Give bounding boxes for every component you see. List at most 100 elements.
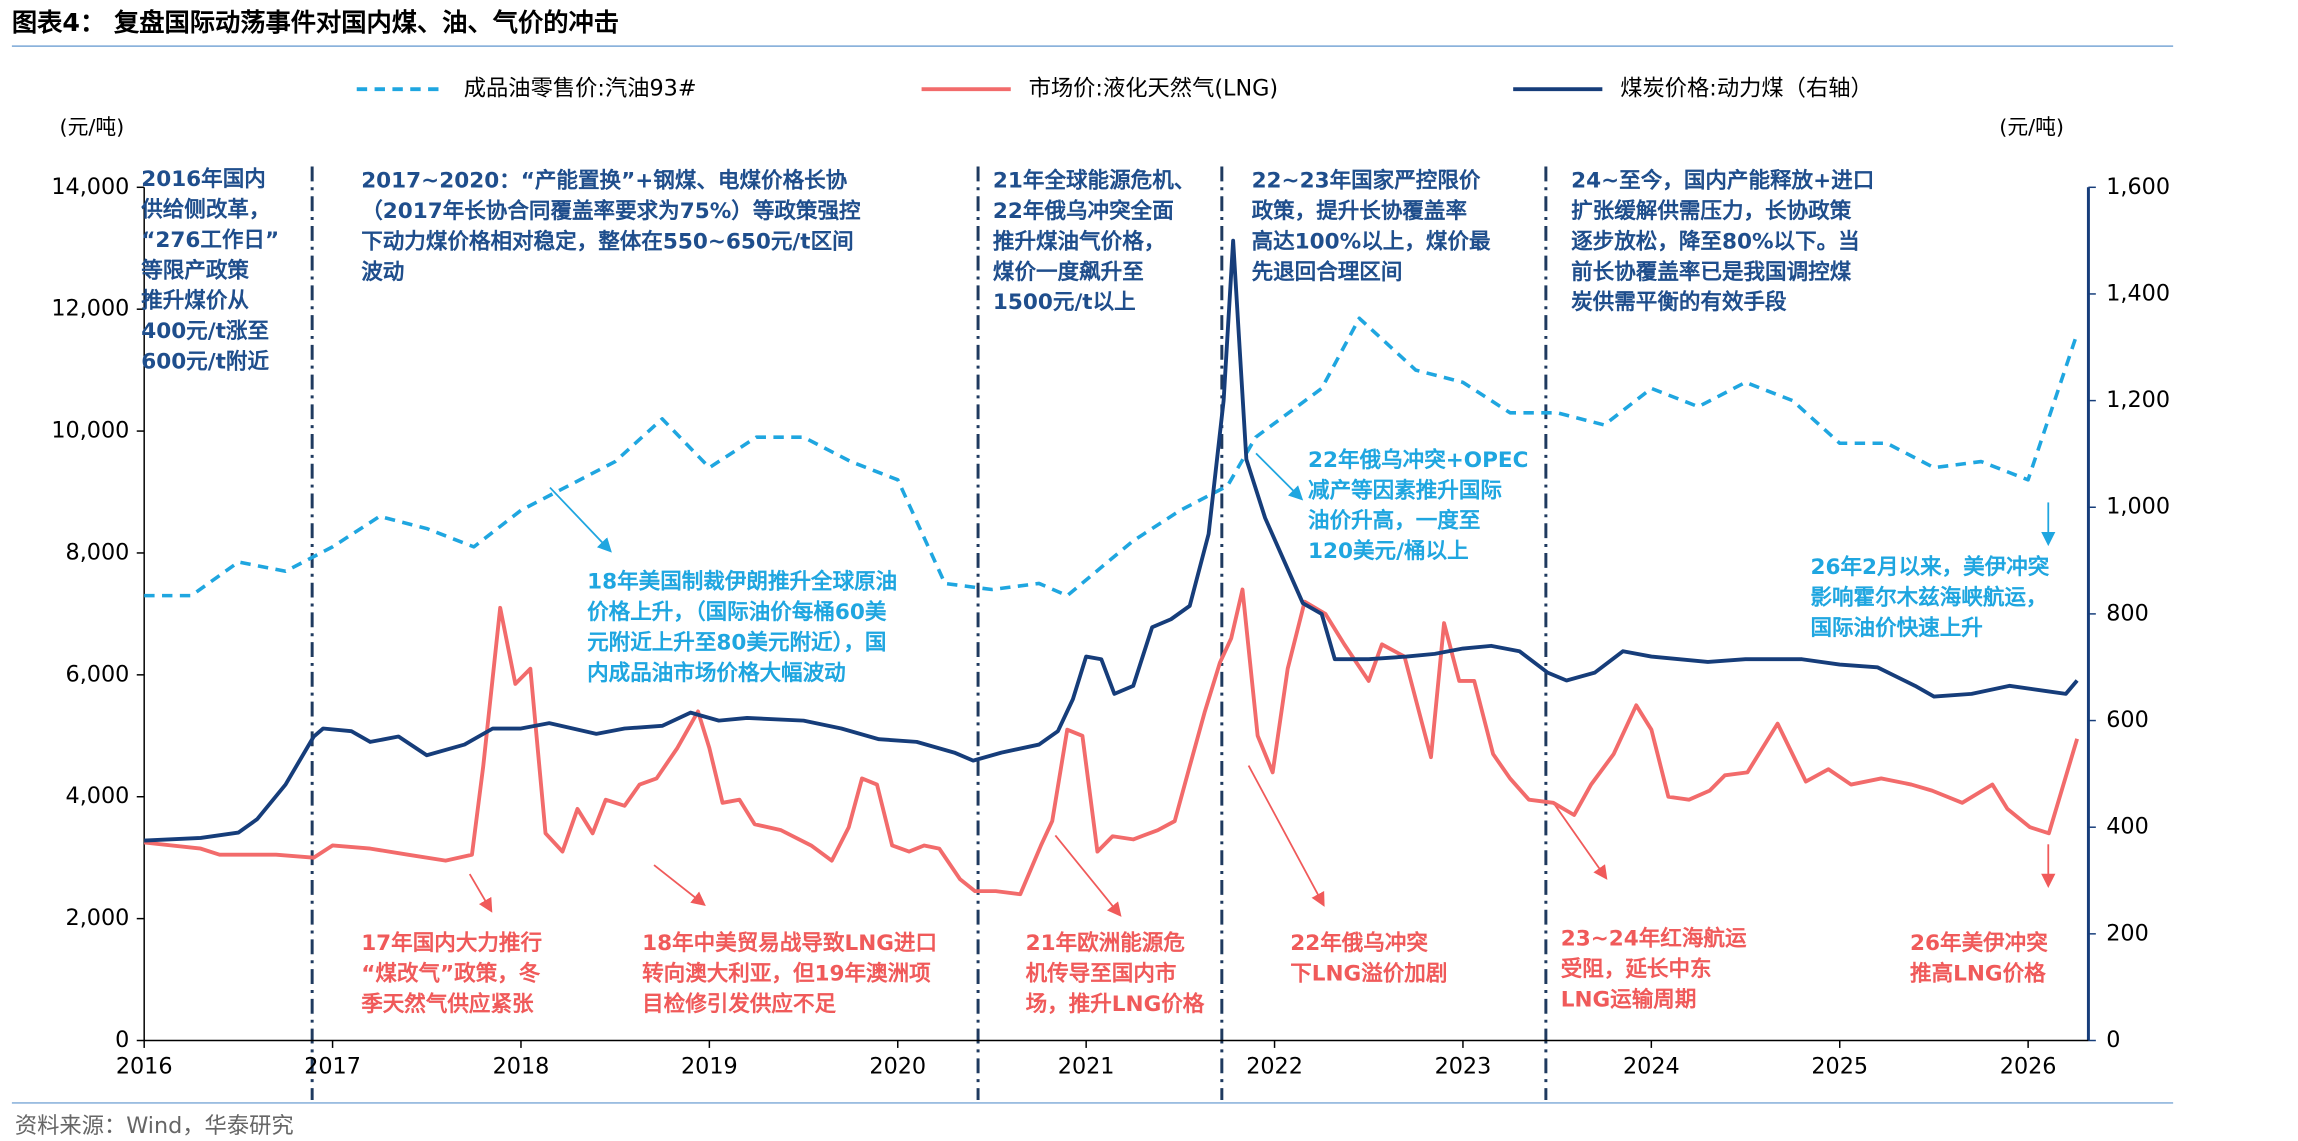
annotation-line: 扩张缓解供需压力，长协政策 [1571,198,1852,224]
legend-label: 市场价:液化天然气(LNG) [1029,76,1279,102]
annotation-line: 场，推升LNG价格 [1026,991,1205,1017]
arrow [549,486,612,553]
annotation-line: 目检修引发供应不足 [642,991,836,1017]
annotation-line: 高达100%以上，煤价最 [1252,228,1491,254]
annotation-line: 推升煤油气价格， [993,228,1165,254]
y2-tick-label: 800 [2106,600,2149,626]
annotation-line: 120美元/桶以上 [1308,538,1469,564]
arrow [468,873,493,913]
series-line [144,316,2079,598]
x-tick-label: 2026 [2000,1054,2057,1080]
annotation-line: 元附近上升至80美元附近），国 [587,630,886,656]
annotation-line: 下动力煤价格相对稳定，整体在550~650元/t区间 [361,228,853,254]
annotation-line: 18年中美贸易战导致LNG进口 [642,930,937,956]
x-tick-label: 2016 [116,1054,173,1080]
x-tick-label: 2019 [681,1054,738,1080]
annotation-line: 2017~2020：“产能置换”+钢煤、电煤价格长协 [361,167,847,193]
annotation-line: 先退回合理区间 [1252,259,1403,285]
annotation-line: 波动 [361,260,404,285]
chart-title: 图表4： 复盘国际动荡事件对国内煤、油、气价的冲击 [12,8,619,37]
y-axis-label: (元/吨) [59,115,124,139]
y2-tick-label: 1,400 [2106,280,2170,306]
x-tick-label: 2021 [1058,1054,1115,1080]
annotation-line: 国际油价快速上升 [1810,615,1982,641]
annotation-line: 21年欧洲能源危 [1026,930,1186,956]
y-tick-label: 6,000 [66,661,130,687]
annotation-line: 18年美国制裁伊朗推升全球原油 [587,569,897,595]
annotation-line: 机传导至国内市 [1026,960,1177,986]
arrow [653,864,706,906]
x-tick-label: 2023 [1435,1054,1492,1080]
annotation-line: 等限产政策 [141,257,249,283]
y2-axis-label: (元/吨) [1999,115,2064,139]
annotation-line: 下LNG溢价加剧 [1290,960,1447,986]
annotation-line: 推升煤价从 [141,288,249,314]
y-tick-label: 12,000 [51,296,129,322]
arrow [1054,834,1122,917]
annotation-line: “276工作日” [141,228,279,253]
y-tick-label: 0 [115,1027,129,1053]
arrow [1255,452,1304,501]
annotation-line: 转向澳大利亚，但19年澳洲项 [642,960,931,986]
annotation-line: 26年美伊冲突 [1910,930,2048,956]
annotation-line: 价格上升，（国际油价每桶60美 [587,599,887,625]
source: 资料来源：Wind，华泰研究 [15,1113,294,1139]
y-tick-label: 4,000 [66,783,130,809]
y2-tick-label: 0 [2106,1027,2120,1053]
y2-tick-label: 600 [2106,707,2149,733]
annotation-line: 推高LNG价格 [1910,960,2046,986]
annotation: 22~23年国家严控限价政策，提升长协覆盖率高达100%以上，煤价最先退回合理区… [1252,167,1491,284]
arrow [1552,802,1608,880]
annotation-line: 400元/t涨至 [141,319,269,344]
annotation-line: 24~至今，国内产能释放+进口 [1571,167,1874,193]
x-tick-label: 2017 [304,1054,361,1080]
y-tick-label: 2,000 [66,905,130,931]
annotation-line: 22年俄乌冲突 [1290,930,1428,956]
annotation-line: 季天然气供应紧张 [361,991,534,1017]
annotation-line: 前长协覆盖率已是我国调控煤 [1571,259,1852,285]
x-tick-label: 2024 [1623,1054,1680,1080]
annotation: 18年美国制裁伊朗推升全球原油价格上升，（国际油价每桶60美元附近上升至80美元… [587,569,897,686]
annotation-line: 炭供需平衡的有效手段 [1571,289,1787,315]
annotation-line: 22年俄乌冲突全面 [993,198,1174,224]
annotation-line: 26年2月以来，美伊冲突 [1810,554,2049,580]
annotation-line: LNG运输周期 [1561,986,1697,1012]
annotation-line: 内成品油市场价格大幅波动 [587,660,846,686]
annotation-line: 21年全球能源危机、 [993,167,1195,193]
arrow [1247,765,1325,907]
annotation-line: （2017年长协合同覆盖率要求为75%）等政策强控 [361,198,861,224]
annotation-line: 影响霍尔木兹海峡航运， [1810,584,2047,610]
series-line [144,238,2079,843]
annotation-line: 22年俄乌冲突+OPEC [1308,447,1528,473]
y-tick-label: 14,000 [51,174,129,200]
period-dividers [310,166,1548,1100]
annotation-line: 受阻，延长中东 [1561,956,1712,982]
y2-tick-label: 1,000 [2106,494,2170,520]
annotation-line: 1500元/t以上 [993,290,1136,315]
annotation-line: 煤价一度飙升至 [993,259,1144,285]
annotation-line: 油价升高，一度至 [1308,508,1480,534]
legend-label: 煤炭价格:动力煤（右轴） [1620,76,1873,102]
annotation-line: 23~24年红海航运 [1561,925,1747,951]
legend-label: 成品油零售价:汽油93# [464,76,697,102]
y-tick-label: 8,000 [66,539,130,565]
x-tick-label: 2022 [1246,1054,1303,1080]
arrows [468,452,2056,917]
annotation-line: 2016年国内 [141,166,266,192]
annotation-line: 逐步放松，降至80%以下。当 [1571,228,1860,254]
x-tick-label: 2020 [869,1054,926,1080]
annotation-line: 22~23年国家严控限价 [1252,167,1481,193]
y2-tick-label: 200 [2106,920,2149,946]
annotation-line: 政策，提升长协覆盖率 [1252,198,1467,224]
annotation: 2017~2020：“产能置换”+钢煤、电煤价格长协 （2017年长协合同覆盖率要… [361,167,861,284]
